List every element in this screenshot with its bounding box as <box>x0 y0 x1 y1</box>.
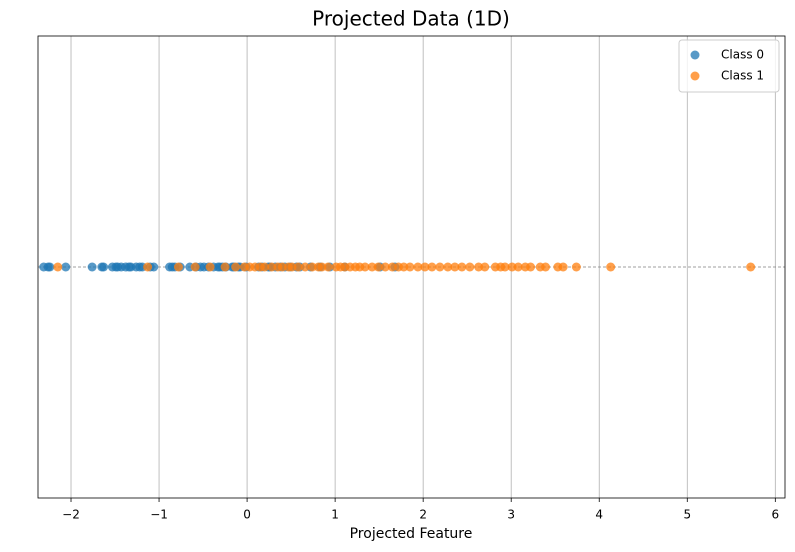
x-tick-label: −1 <box>150 508 168 522</box>
chart-title: Projected Data (1D) <box>312 7 510 31</box>
x-tick-label: 3 <box>507 508 515 522</box>
x-tick-label: 1 <box>331 508 339 522</box>
point <box>413 262 423 272</box>
point <box>323 262 333 272</box>
point <box>427 262 437 272</box>
point <box>465 262 475 272</box>
point <box>205 262 215 272</box>
point <box>300 262 310 272</box>
x-tick-label: 5 <box>683 508 691 522</box>
point <box>420 262 430 272</box>
plot-frame <box>37 35 786 499</box>
point <box>500 262 510 272</box>
point <box>87 262 97 272</box>
x-tick-label: 6 <box>771 508 779 522</box>
point <box>267 262 277 272</box>
point <box>367 262 377 272</box>
point <box>149 262 159 272</box>
point <box>287 262 297 272</box>
x-axis-label: Projected Feature <box>350 526 473 542</box>
point <box>61 262 71 272</box>
legend-marker <box>690 71 700 81</box>
point <box>173 262 183 272</box>
legend-label: Class 0 <box>721 48 764 62</box>
point <box>277 262 287 272</box>
point <box>513 262 523 272</box>
point <box>746 262 756 272</box>
legend-marker <box>690 50 700 60</box>
point <box>45 262 55 272</box>
point <box>293 262 303 272</box>
point <box>450 262 460 272</box>
point <box>480 262 490 272</box>
point <box>558 262 568 272</box>
point <box>220 262 230 272</box>
point <box>260 262 270 272</box>
x-tick-label: 4 <box>595 508 603 522</box>
point <box>571 262 581 272</box>
point <box>317 262 327 272</box>
legend-label: Class 1 <box>721 69 764 83</box>
point <box>399 262 409 272</box>
point <box>457 262 467 272</box>
point <box>143 262 153 272</box>
point <box>190 262 200 272</box>
x-tick-label: −2 <box>62 508 80 522</box>
point <box>405 262 415 272</box>
point <box>360 262 370 272</box>
point <box>541 262 551 272</box>
x-tick-label: 2 <box>419 508 427 522</box>
point <box>526 262 536 272</box>
point <box>606 262 616 272</box>
point <box>387 262 397 272</box>
point <box>443 262 453 272</box>
x-tick-label: 0 <box>243 508 251 522</box>
point <box>307 262 317 272</box>
legend-box <box>678 39 780 93</box>
point <box>231 262 241 272</box>
point <box>474 262 484 272</box>
point <box>99 262 109 272</box>
point <box>435 262 445 272</box>
point <box>373 262 383 272</box>
point <box>53 262 63 272</box>
point <box>507 262 517 272</box>
point <box>380 262 390 272</box>
